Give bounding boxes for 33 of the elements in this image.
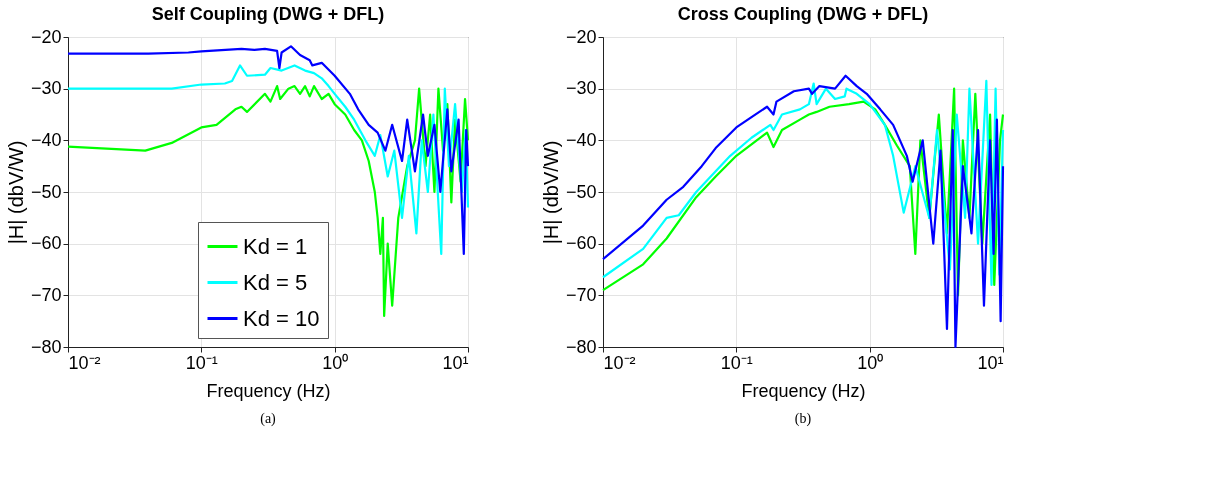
x-tick-label: 10⁰ xyxy=(322,352,349,373)
y-tick-label: −50 xyxy=(565,181,597,202)
chart-title: Self Coupling (DWG + DFL) xyxy=(151,4,385,24)
y-tick-label: −70 xyxy=(30,284,62,305)
y-axis-title: |H| (dbV/W) xyxy=(539,140,562,245)
x-axis-title: Frequency (Hz) xyxy=(741,380,866,401)
y-tick-label: −30 xyxy=(30,78,62,99)
x-tick-label: 10⁻¹ xyxy=(720,352,753,373)
x-tick-label: 10⁰ xyxy=(857,352,884,373)
y-tick-label: −40 xyxy=(30,129,62,150)
x-tick-label: 10⁻² xyxy=(603,352,636,373)
y-tick-label: −50 xyxy=(30,181,62,202)
text: (b) xyxy=(794,411,812,427)
y-tick-label: −40 xyxy=(565,129,597,150)
y-tick-label: −80 xyxy=(30,336,62,357)
y-axis-title: |H| (dbV/W) xyxy=(4,140,27,245)
y-tick-label: −20 xyxy=(565,26,597,47)
y-tick-label: −20 xyxy=(30,26,62,47)
legend-label: Kd = 1 xyxy=(243,233,308,259)
y-tick-label: −80 xyxy=(565,336,597,357)
x-tick-label: 10¹ xyxy=(442,352,469,373)
y-tick-label: −60 xyxy=(565,233,597,254)
y-tick-label: −60 xyxy=(30,233,62,254)
chart-title: Cross Coupling (DWG + DFL) xyxy=(677,4,929,24)
x-tick-label: 10⁻² xyxy=(68,352,101,373)
x-axis-title: Frequency (Hz) xyxy=(206,380,331,401)
legend-label: Kd = 10 xyxy=(243,305,320,331)
x-tick-label: 10¹ xyxy=(977,352,1004,373)
text: (a) xyxy=(260,411,277,427)
y-tick-label: −70 xyxy=(565,284,597,305)
legend-label: Kd = 5 xyxy=(243,269,308,295)
y-tick-label: −30 xyxy=(565,78,597,99)
x-tick-label: 10⁻¹ xyxy=(185,352,218,373)
